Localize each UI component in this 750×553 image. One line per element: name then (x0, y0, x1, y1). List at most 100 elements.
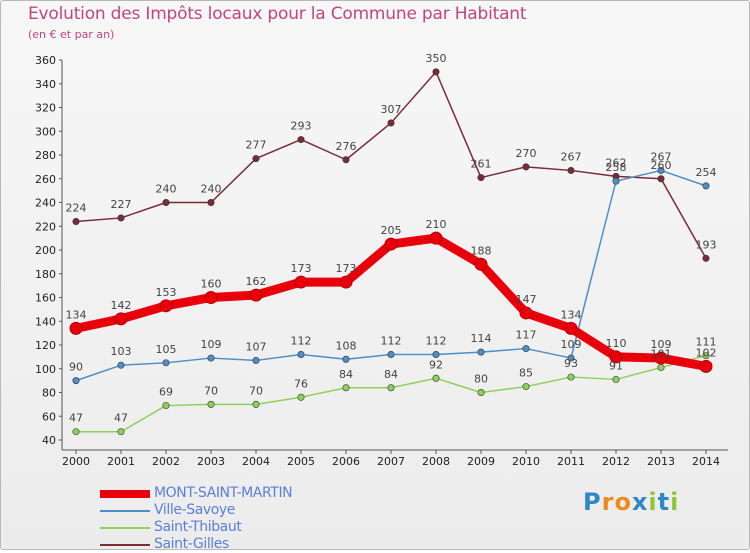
y-tick-label: 340 (35, 78, 56, 91)
legend-label: MONT-SAINT-MARTIN (154, 485, 293, 501)
data-point-saint-gilles (387, 119, 395, 127)
data-label-saint-gilles: 262 (606, 156, 627, 169)
proxiti-logo: Proxiti (583, 488, 679, 516)
data-point-saint-gilles (297, 136, 305, 144)
data-label-saint-gilles: 270 (516, 147, 537, 160)
y-tick-label: 40 (42, 434, 56, 447)
data-label-ville-savoye: 267 (651, 150, 672, 163)
data-point-ville-savoye (162, 359, 170, 367)
y-tick-label: 100 (35, 363, 56, 376)
data-label-saint-gilles: 240 (156, 183, 177, 196)
x-tick-label: 2003 (197, 455, 225, 468)
data-label-ville-savoye: 103 (111, 345, 132, 358)
x-tick-label: 2014 (692, 455, 720, 468)
x-tick-label: 2001 (107, 455, 135, 468)
x-tick-label: 2007 (377, 455, 405, 468)
data-label-mont-saint-martin: 134 (561, 308, 582, 321)
data-point-ville-savoye (702, 182, 710, 190)
legend-swatch (100, 509, 150, 512)
y-tick-label: 220 (35, 220, 56, 233)
data-label-saint-gilles: 224 (66, 202, 87, 215)
data-point-saint-thibaut (207, 400, 215, 408)
data-label-ville-savoye: 112 (381, 335, 402, 348)
data-point-saint-thibaut (162, 402, 170, 410)
data-label-mont-saint-martin: 205 (381, 224, 402, 237)
data-label-saint-thibaut: 47 (69, 412, 83, 425)
data-label-saint-thibaut: 93 (564, 357, 578, 370)
data-label-saint-gilles: 267 (561, 150, 582, 163)
legend-item: Ville-Savoye (100, 502, 292, 519)
data-point-mont-saint-martin (519, 306, 533, 320)
x-tick-label: 2010 (512, 455, 540, 468)
data-point-saint-gilles (252, 155, 260, 163)
y-tick-label: 140 (35, 315, 56, 328)
data-label-ville-savoye: 107 (246, 340, 267, 353)
data-point-ville-savoye (117, 361, 125, 369)
data-point-saint-gilles (522, 163, 530, 171)
data-point-saint-thibaut (297, 393, 305, 401)
data-point-mont-saint-martin (114, 312, 128, 326)
data-point-mont-saint-martin (249, 288, 263, 302)
data-point-mont-saint-martin (204, 291, 218, 304)
data-label-ville-savoye: 258 (606, 161, 627, 174)
data-label-ville-savoye: 108 (336, 339, 357, 352)
data-label-saint-thibaut: 69 (159, 386, 173, 399)
data-label-mont-saint-martin: 153 (156, 286, 177, 299)
data-point-ville-savoye (387, 350, 395, 358)
data-point-mont-saint-martin (699, 359, 713, 373)
legend-swatch (100, 489, 150, 498)
data-label-saint-gilles: 307 (381, 103, 402, 116)
data-label-saint-thibaut: 91 (609, 359, 623, 372)
logo-letter: x (631, 488, 649, 516)
legend-item: Saint-Thibaut (100, 519, 292, 536)
legend-swatch (100, 543, 150, 546)
data-label-saint-thibaut: 111 (696, 336, 717, 349)
data-point-mont-saint-martin (474, 257, 488, 271)
data-point-saint-thibaut (342, 384, 350, 392)
data-point-saint-thibaut (522, 383, 530, 391)
legend-swatch (100, 526, 150, 529)
legend-label: Saint-Thibaut (154, 519, 242, 535)
y-tick-label: 60 (42, 410, 56, 423)
data-point-ville-savoye (297, 350, 305, 358)
data-label-ville-savoye: 109 (201, 338, 222, 351)
data-point-saint-gilles (567, 166, 575, 174)
data-point-ville-savoye (432, 350, 440, 358)
data-point-saint-thibaut (252, 400, 260, 408)
data-point-mont-saint-martin (339, 275, 353, 289)
data-point-mont-saint-martin (384, 237, 398, 251)
data-label-saint-thibaut: 85 (519, 367, 533, 380)
data-point-saint-gilles (207, 199, 215, 207)
data-point-ville-savoye (567, 354, 575, 362)
data-point-saint-gilles (162, 199, 170, 207)
data-point-saint-thibaut (117, 428, 125, 436)
data-label-saint-thibaut: 101 (651, 348, 672, 361)
data-label-saint-thibaut: 80 (474, 373, 488, 386)
data-point-mont-saint-martin (294, 275, 308, 289)
y-tick-label: 240 (35, 197, 56, 210)
data-point-saint-thibaut (432, 374, 440, 382)
logo-letter: r (601, 488, 615, 516)
data-point-saint-thibaut (477, 388, 485, 396)
data-label-saint-gilles: 261 (471, 158, 492, 171)
y-tick-label: 180 (35, 268, 56, 281)
data-point-mont-saint-martin (159, 299, 173, 313)
data-label-saint-thibaut: 47 (114, 412, 128, 425)
y-tick-label: 200 (35, 244, 56, 257)
legend-label: Saint-Gilles (154, 536, 229, 552)
data-label-mont-saint-martin: 102 (696, 346, 717, 359)
data-point-saint-gilles (702, 254, 710, 262)
x-tick-label: 2009 (467, 455, 495, 468)
legend-item: Saint-Gilles (100, 536, 292, 553)
data-label-saint-gilles: 350 (426, 52, 447, 65)
data-point-saint-thibaut (567, 373, 575, 381)
x-tick-label: 2004 (242, 455, 270, 468)
data-label-mont-saint-martin: 210 (426, 218, 447, 231)
data-label-mont-saint-martin: 162 (246, 275, 267, 288)
logo-letter: i (648, 488, 658, 516)
data-label-mont-saint-martin: 173 (291, 262, 312, 275)
data-label-mont-saint-martin: 147 (516, 293, 537, 306)
logo-letter: P (583, 488, 602, 516)
